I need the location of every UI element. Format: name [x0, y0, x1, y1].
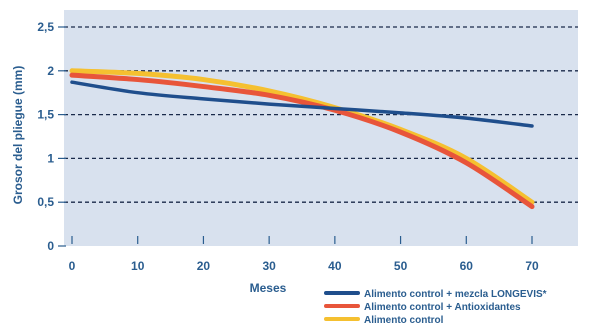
y-axis-title: Grosor del pliegue (mm) — [11, 66, 25, 205]
x-tick-label: 60 — [460, 259, 474, 273]
x-tick-label: 40 — [328, 259, 342, 273]
legend-label-2: Alimento control — [364, 315, 444, 326]
grid-lines — [64, 26, 578, 203]
x-tick-label: 20 — [197, 259, 211, 273]
y-tick-label: 1 — [47, 151, 54, 165]
plot-area — [64, 10, 578, 246]
y-tick-label: 0 — [47, 239, 54, 253]
x-tick-label: 0 — [69, 259, 76, 273]
series-line-2 — [69, 68, 535, 205]
legend-label-0: Alimento control + mezcla LONGEVIS* — [364, 289, 547, 300]
series-line-0 — [70, 80, 534, 128]
x-tick-label: 10 — [131, 259, 145, 273]
x-tick-label: 50 — [394, 259, 408, 273]
legend-label-1: Alimento control + Antioxidantes — [364, 302, 521, 313]
y-axis: 0 0,5 1 1,5 2 2,5 — [37, 20, 66, 253]
series-line-1 — [69, 72, 535, 210]
x-axis: 0 10 20 30 40 50 60 70 — [69, 236, 539, 273]
x-tick-label: 30 — [262, 259, 276, 273]
y-tick-label: 0,5 — [37, 195, 54, 209]
x-axis-title: Meses — [250, 281, 287, 295]
y-tick-label: 2 — [47, 64, 54, 78]
y-tick-label: 1,5 — [37, 108, 54, 122]
y-tick-label: 2,5 — [37, 20, 54, 34]
series-group — [69, 68, 535, 210]
legend: Alimento control + mezcla LONGEVIS* Alime… — [324, 289, 547, 326]
x-tick-label: 70 — [525, 259, 539, 273]
